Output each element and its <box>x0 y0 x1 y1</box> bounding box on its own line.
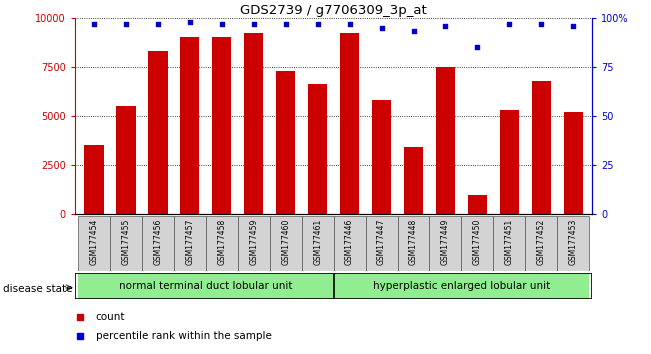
Bar <box>493 216 525 271</box>
Bar <box>148 51 167 214</box>
Bar <box>276 71 296 214</box>
Bar <box>117 106 135 214</box>
Text: GSM177458: GSM177458 <box>217 219 227 266</box>
Bar <box>372 100 391 214</box>
Text: GSM177448: GSM177448 <box>409 219 418 266</box>
Title: GDS2739 / g7706309_3p_at: GDS2739 / g7706309_3p_at <box>240 4 427 17</box>
Bar <box>468 195 487 214</box>
Bar <box>532 81 551 214</box>
Bar <box>301 216 333 271</box>
Point <box>281 21 291 27</box>
Bar <box>110 216 142 271</box>
Bar <box>564 112 583 214</box>
Bar <box>334 273 589 299</box>
Bar <box>78 216 110 271</box>
Bar <box>142 216 174 271</box>
Text: GSM177454: GSM177454 <box>90 219 98 266</box>
Point <box>344 21 355 27</box>
Point <box>376 25 387 30</box>
Text: GSM177451: GSM177451 <box>505 219 514 266</box>
Bar <box>398 216 430 271</box>
Point <box>536 21 546 27</box>
Text: GSM177453: GSM177453 <box>569 219 577 266</box>
Text: percentile rank within the sample: percentile rank within the sample <box>96 331 271 341</box>
Bar <box>180 37 199 214</box>
Point <box>504 21 514 27</box>
Bar <box>238 216 270 271</box>
Bar <box>525 216 557 271</box>
Point <box>440 23 450 28</box>
Point <box>185 19 195 24</box>
Text: GSM177446: GSM177446 <box>345 219 354 266</box>
Point <box>376 258 386 264</box>
Bar <box>212 37 231 214</box>
Bar <box>334 216 366 271</box>
Text: count: count <box>96 312 125 322</box>
Bar <box>270 216 301 271</box>
Point <box>217 21 227 27</box>
Bar <box>557 216 589 271</box>
Bar <box>244 33 264 214</box>
Text: GSM177460: GSM177460 <box>281 219 290 266</box>
Point <box>249 21 259 27</box>
Bar <box>430 216 462 271</box>
Bar <box>404 147 423 214</box>
Text: GSM177452: GSM177452 <box>537 219 546 266</box>
Point <box>568 23 579 28</box>
Point <box>89 21 99 27</box>
Point <box>153 21 163 27</box>
Bar <box>85 145 104 214</box>
Bar <box>340 33 359 214</box>
Bar <box>78 273 333 299</box>
Point <box>408 29 419 34</box>
Text: GSM177459: GSM177459 <box>249 219 258 266</box>
Text: normal terminal duct lobular unit: normal terminal duct lobular unit <box>119 281 292 291</box>
Text: GSM177455: GSM177455 <box>122 219 130 266</box>
Bar <box>500 110 519 214</box>
Text: GSM177449: GSM177449 <box>441 219 450 266</box>
Bar <box>366 216 398 271</box>
Bar <box>206 216 238 271</box>
Point <box>312 21 323 27</box>
Text: GSM177457: GSM177457 <box>186 219 195 266</box>
Bar <box>308 85 327 214</box>
Text: GSM177450: GSM177450 <box>473 219 482 266</box>
Point <box>472 44 482 50</box>
Text: hyperplastic enlarged lobular unit: hyperplastic enlarged lobular unit <box>373 281 550 291</box>
Text: disease state: disease state <box>3 284 73 293</box>
Text: GSM177461: GSM177461 <box>313 219 322 266</box>
Text: GSM177456: GSM177456 <box>154 219 163 266</box>
Bar <box>174 216 206 271</box>
Bar <box>436 67 455 214</box>
Point <box>121 21 132 27</box>
Bar <box>462 216 493 271</box>
Point <box>376 81 386 87</box>
Text: GSM177447: GSM177447 <box>377 219 386 266</box>
